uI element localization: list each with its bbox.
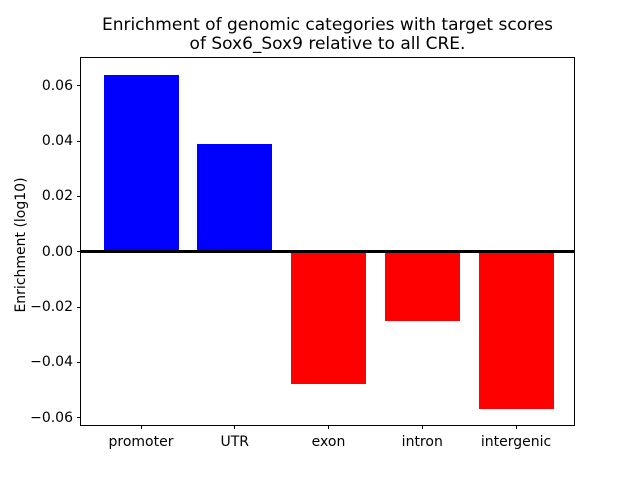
y-tick-label-−0.06: −0.06 — [30, 409, 73, 426]
x-tick-label-intron: intron — [401, 434, 443, 450]
y-tick-label-0.02: 0.02 — [41, 188, 73, 205]
y-tick-mark-0.04 — [77, 140, 81, 142]
chart-title: Enrichment of genomic categories with ta… — [80, 16, 575, 54]
y-tick-label-0.00: 0.00 — [41, 243, 73, 260]
x-tick-label-promoter: promoter — [108, 434, 174, 450]
y-tick-label-0.04: 0.04 — [41, 133, 73, 150]
bar-promoter — [103, 74, 179, 252]
y-tick-mark-−0.04 — [77, 361, 81, 363]
y-tick-label-−0.04: −0.04 — [30, 354, 73, 371]
x-tick-label-exon: exon — [311, 434, 346, 450]
y-tick-mark-0.06 — [77, 85, 81, 87]
bar-intron — [384, 251, 460, 321]
y-tick-mark-−0.02 — [77, 306, 81, 308]
x-tick-mark-exon — [328, 425, 329, 429]
x-tick-mark-promoter — [140, 425, 142, 429]
bar-UTR — [197, 143, 273, 252]
y-tick-mark-0.00 — [77, 251, 81, 253]
bar-exon — [291, 251, 366, 385]
zero-line — [81, 250, 574, 254]
y-tick-mark-−0.06 — [77, 417, 81, 419]
x-tick-mark-intergenic — [515, 425, 517, 429]
y-axis-label: Enrichment (log10) — [13, 177, 29, 313]
x-tick-mark-intron — [421, 425, 423, 429]
y-tick-label-−0.02: −0.02 — [30, 299, 73, 316]
plot-area: promoter UTR exon intron intergenic 0.06 0.04 0… — [30, 57, 575, 450]
x-tick-label-intergenic: intergenic — [480, 434, 552, 450]
chart-title-line-1: Enrichment of genomic categories with ta… — [101, 15, 554, 35]
chart-title-line-2: of Sox6_Sox9 relative to all CRE. — [189, 34, 466, 54]
x-tick-mark-UTR — [234, 425, 236, 429]
y-tick-label-0.06: 0.06 — [41, 77, 73, 94]
y-tick-mark-0.02 — [77, 195, 81, 197]
bar-intergenic — [478, 251, 554, 410]
x-tick-label-UTR: UTR — [220, 434, 250, 450]
